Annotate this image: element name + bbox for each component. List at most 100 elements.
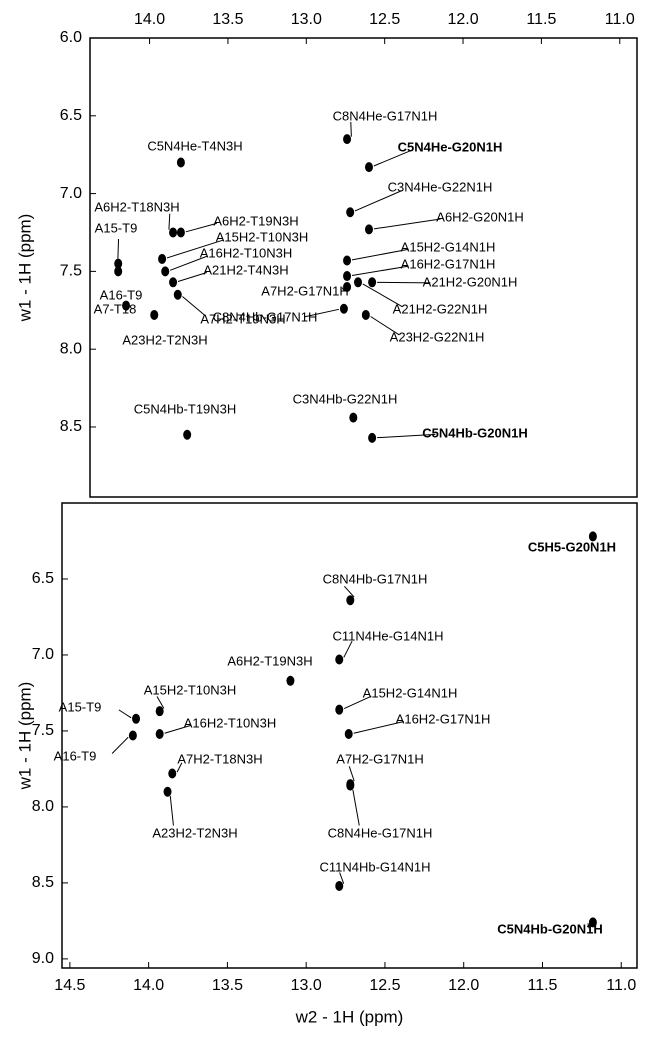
peak-label: A15H2-G14N1H xyxy=(363,685,458,700)
x-tick-label: 14.0 xyxy=(134,11,165,28)
peak-label: A7H2-G17N1H xyxy=(336,751,423,766)
peak-label: A15-T9 xyxy=(59,699,102,714)
x-tick-label: 14.5 xyxy=(54,977,85,994)
peak xyxy=(183,429,192,440)
peak-label: C5H5-G20N1H xyxy=(528,539,616,554)
x-tick-label: 12.5 xyxy=(369,977,400,994)
peak xyxy=(361,309,370,320)
x-tick-label: 12.0 xyxy=(448,977,479,994)
leader-line xyxy=(169,255,208,271)
x-tick-label: 13.0 xyxy=(291,977,322,994)
peak-label: C8N4Hb-G17N1H xyxy=(213,309,318,324)
x-tick-label: 11.0 xyxy=(606,977,636,994)
peak-label: A15-T9 xyxy=(95,220,138,235)
plot-frame xyxy=(89,37,638,498)
y-tick-label: 6.5 xyxy=(32,570,54,587)
peak-label: A7H2-G17N1H xyxy=(261,283,348,298)
peak xyxy=(344,728,353,739)
peak-label: A6H2-G20N1H xyxy=(436,209,523,224)
peak-label: A21H2-G22N1H xyxy=(393,301,488,316)
x-tick-label: 14.0 xyxy=(133,977,164,994)
peak-label: A16H2-G17N1H xyxy=(401,256,496,271)
leader-line xyxy=(351,265,409,277)
peak xyxy=(343,134,352,145)
peak xyxy=(286,675,295,686)
peak-label: A15H2-G14N1H xyxy=(401,239,496,254)
peak xyxy=(176,227,185,238)
peak-label: A6H2-T19N3H xyxy=(227,653,312,668)
peak xyxy=(335,654,344,665)
leader-line xyxy=(370,316,400,336)
peak-label: A21H2-T4N3H xyxy=(203,262,288,277)
leader-line xyxy=(377,281,431,284)
peak-label: C8N4He-G17N1H xyxy=(333,108,438,123)
peak-label: A21H2-G20N1H xyxy=(423,274,518,289)
peak-label: C5N4He-G20N1H xyxy=(398,139,503,154)
peak-label: A23H2-T2N3H xyxy=(152,825,237,840)
peak-label: A15H2-T10N3H xyxy=(144,682,237,697)
leader-line xyxy=(587,923,590,929)
peak xyxy=(155,706,164,717)
peak-label: C8N4Hb-G17N1H xyxy=(323,571,428,586)
x-tick-label: 13.5 xyxy=(212,11,243,28)
y-tick-label: 7.5 xyxy=(32,722,54,739)
peak xyxy=(158,253,167,264)
leader-line xyxy=(351,248,409,261)
leader-line xyxy=(354,190,402,212)
peak-label: A16H2-T10N3H xyxy=(184,715,277,730)
leader-line xyxy=(373,218,441,230)
peak xyxy=(169,277,178,288)
plot-frame xyxy=(61,502,638,969)
x-tick-label: 12.0 xyxy=(447,11,478,28)
peak xyxy=(163,786,172,797)
leader-line xyxy=(348,766,355,782)
peak xyxy=(169,227,178,238)
leader-line xyxy=(169,795,174,826)
peak-label: C5N4Hb-T19N3H xyxy=(134,401,237,416)
y-tick-label: 8.0 xyxy=(32,798,54,815)
y-tick-label: 7.0 xyxy=(32,646,54,663)
peak xyxy=(168,768,177,779)
leader-line xyxy=(362,283,403,308)
leader-line xyxy=(339,872,345,884)
leader-line xyxy=(344,586,355,598)
leader-line xyxy=(168,213,171,230)
leader-line xyxy=(177,272,208,282)
leader-line xyxy=(341,287,345,292)
peak xyxy=(150,309,159,320)
peak xyxy=(349,412,358,423)
peak xyxy=(339,303,348,314)
peak-label: A15H2-T10N3H xyxy=(216,229,309,244)
peak-label: C8N4He-G17N1H xyxy=(328,825,433,840)
leader-line xyxy=(117,238,120,259)
peak-label: A16H2-G17N1H xyxy=(396,711,491,726)
leader-line xyxy=(353,720,404,734)
peak xyxy=(346,595,355,606)
peak xyxy=(588,917,597,928)
x-tick-label: 13.5 xyxy=(212,977,243,994)
peak-label: C3N4He-G22N1H xyxy=(388,179,493,194)
y-axis-label: w1 - 1H (ppm) xyxy=(15,214,34,323)
y-tick-label: 8.5 xyxy=(60,418,82,435)
peak-label: A7H2-T18N3H xyxy=(177,751,262,766)
y-tick-label: 7.0 xyxy=(60,185,82,202)
peak xyxy=(176,157,185,168)
leader-line xyxy=(350,122,352,137)
y-tick-label: 6.0 xyxy=(60,29,82,46)
x-tick-label: 13.0 xyxy=(291,11,322,28)
peak xyxy=(343,255,352,266)
peak xyxy=(173,289,182,300)
leader-line xyxy=(164,724,191,734)
peak xyxy=(368,432,377,443)
leader-line xyxy=(156,696,165,709)
y-tick-label: 8.5 xyxy=(32,874,54,891)
peak-label: C3N4Hb-G22N1H xyxy=(293,391,398,406)
peak-label: A16H2-T10N3H xyxy=(200,245,293,260)
leader-line xyxy=(373,149,412,167)
x-tick-label: 11.5 xyxy=(528,977,558,994)
peak xyxy=(354,277,363,288)
peak-label: A7H2-T19N3H xyxy=(200,311,285,326)
peak xyxy=(364,162,373,173)
leader-line xyxy=(182,296,207,317)
y-tick-label: 9.0 xyxy=(32,950,54,967)
